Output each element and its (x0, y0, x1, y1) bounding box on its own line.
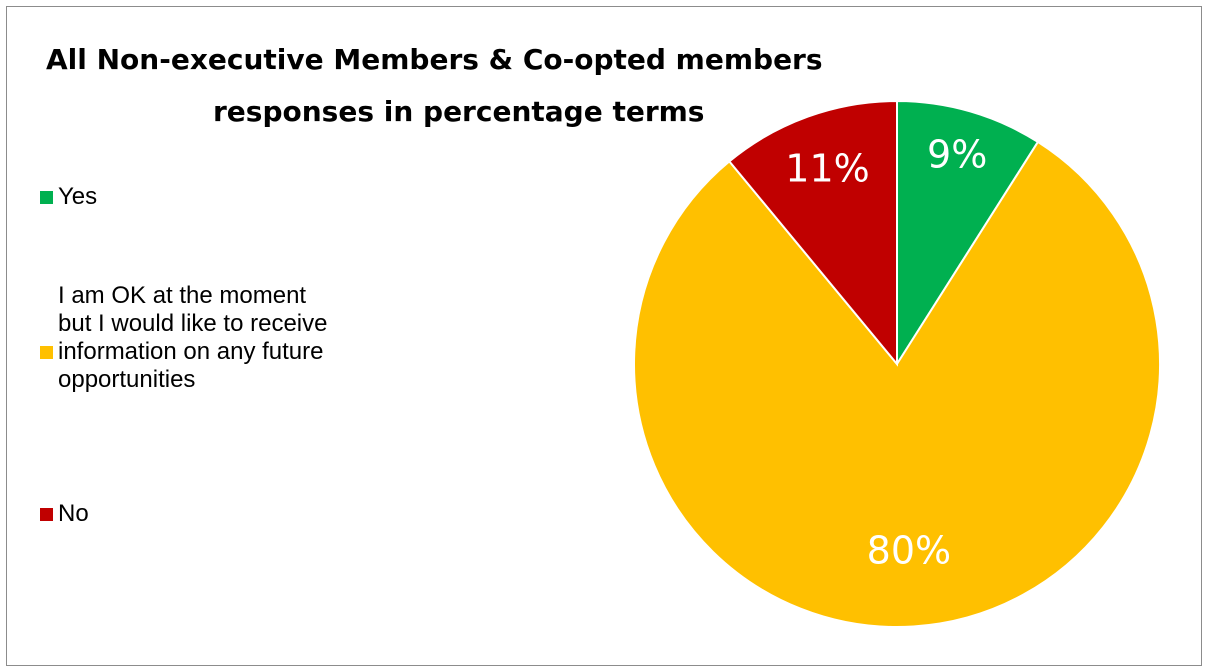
legend-label-no: No (58, 500, 89, 527)
pie-data-label-1: 80% (867, 528, 951, 572)
pie-data-label-0: 9% (927, 132, 987, 176)
legend-swatch-yes (40, 191, 53, 204)
pie-slice-1 (633, 140, 1161, 628)
legend-swatch-ok (40, 346, 53, 359)
legend-swatch-no (40, 508, 53, 521)
chart-title-line-1: All Non-executive Members & Co-opted mem… (46, 43, 823, 76)
pie-data-label-2: 11% (785, 146, 869, 190)
chart-title-line-2: responses in percentage terms (213, 95, 705, 128)
pie-slice-0 (896, 99, 1040, 368)
legend-label-ok: I am OK at the moment but I would like t… (58, 282, 328, 393)
legend-label-yes: Yes (58, 183, 98, 210)
pie-slice-2 (727, 99, 898, 367)
